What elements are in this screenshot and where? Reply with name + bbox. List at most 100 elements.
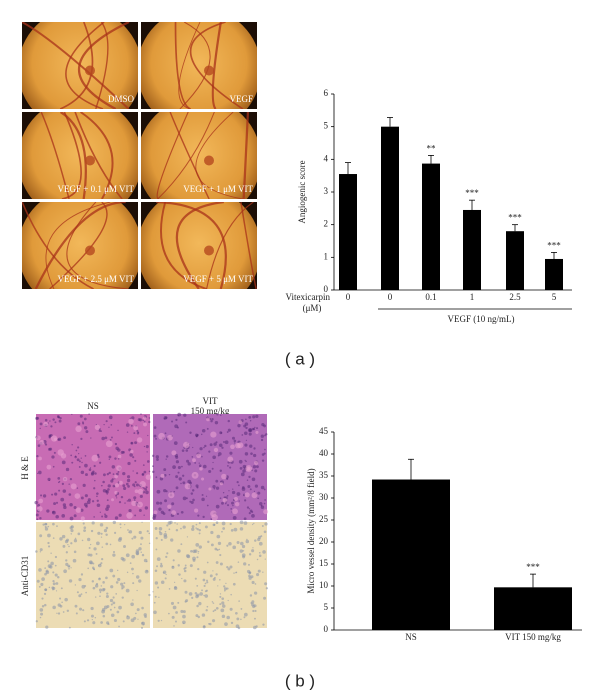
vessel — [77, 22, 130, 109]
cell — [194, 549, 198, 553]
cell — [57, 575, 60, 579]
cell — [229, 522, 232, 526]
cell — [264, 558, 266, 560]
cell — [127, 529, 129, 531]
cell — [75, 425, 82, 433]
cell — [203, 446, 205, 449]
cell — [252, 428, 256, 431]
cell — [111, 478, 114, 481]
cell — [53, 451, 56, 454]
cell — [121, 585, 125, 589]
cell — [136, 608, 140, 612]
cell — [221, 597, 225, 600]
cell — [94, 596, 97, 598]
cell — [85, 473, 88, 477]
cell — [100, 585, 103, 587]
cell — [245, 426, 248, 430]
cell — [183, 567, 186, 570]
cell — [141, 473, 145, 476]
vessel — [178, 22, 201, 109]
cell — [113, 618, 117, 623]
y-tick-label: 4 — [324, 153, 329, 163]
cell — [57, 612, 61, 615]
cell — [73, 539, 78, 543]
cell — [229, 565, 233, 569]
cell — [36, 454, 39, 458]
cell — [39, 534, 43, 538]
cell — [178, 477, 182, 481]
cell — [230, 529, 234, 532]
cell — [158, 432, 165, 440]
cell — [236, 540, 240, 545]
cell — [83, 417, 87, 421]
cell — [156, 489, 161, 494]
column-header: VIT — [203, 396, 218, 406]
cell — [73, 514, 77, 518]
cell — [87, 553, 91, 557]
cell — [168, 491, 175, 499]
cell — [89, 467, 92, 469]
cell — [231, 436, 235, 440]
cell — [254, 583, 257, 585]
cell — [241, 487, 246, 491]
cell — [222, 527, 226, 530]
cell — [80, 573, 84, 576]
cell — [136, 429, 139, 432]
cell — [53, 502, 57, 506]
cell — [263, 509, 269, 515]
cell — [171, 420, 174, 423]
cell — [206, 605, 209, 608]
cell — [124, 502, 126, 504]
cell — [202, 578, 206, 582]
cell — [251, 549, 255, 553]
vessel — [156, 112, 189, 199]
cell — [65, 559, 68, 562]
cell — [262, 623, 265, 626]
cell — [141, 621, 144, 625]
cell — [75, 449, 78, 452]
cell — [43, 421, 48, 427]
panel-label: ( b ) — [285, 671, 315, 690]
cell — [62, 544, 66, 548]
cell — [252, 609, 255, 613]
cell — [204, 525, 208, 529]
cell — [117, 454, 122, 459]
cell — [101, 608, 106, 612]
cell — [200, 433, 203, 436]
cell — [117, 577, 121, 582]
cell — [194, 591, 198, 595]
cell — [52, 522, 55, 526]
cell — [117, 457, 120, 460]
cell — [43, 592, 47, 596]
cell — [45, 625, 49, 629]
vessel — [169, 112, 210, 199]
cell — [180, 527, 182, 530]
cell — [197, 514, 200, 517]
cell — [238, 459, 243, 464]
cell — [180, 543, 183, 546]
cell — [147, 434, 149, 437]
cell — [221, 601, 225, 605]
cell — [164, 499, 168, 503]
cell — [153, 610, 157, 615]
cell — [47, 477, 51, 481]
cell — [248, 432, 252, 436]
egg — [141, 22, 257, 109]
cell — [264, 522, 268, 526]
cell — [90, 437, 92, 439]
x-tick-label: 0.1 — [425, 292, 436, 302]
cell — [39, 439, 45, 445]
cell — [36, 416, 40, 420]
cell — [102, 480, 105, 484]
cell — [236, 481, 239, 484]
cell — [238, 500, 240, 502]
cell — [100, 536, 103, 538]
cell — [218, 548, 221, 551]
cell — [173, 586, 178, 591]
cell — [54, 492, 58, 496]
cell — [48, 436, 51, 439]
cell — [152, 470, 155, 474]
cell — [171, 565, 174, 568]
cell — [202, 515, 205, 519]
cell — [68, 483, 70, 485]
